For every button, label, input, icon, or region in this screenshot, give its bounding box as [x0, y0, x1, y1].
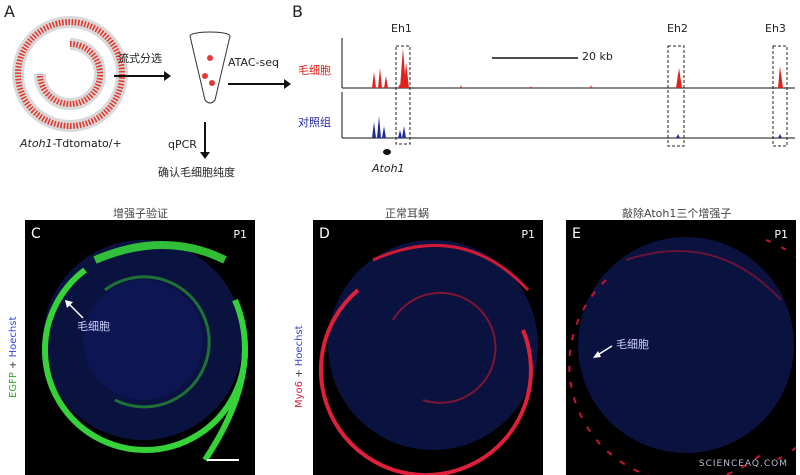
- age-label: P1: [774, 228, 788, 241]
- micrograph-c: C P1 毛细胞: [25, 220, 255, 475]
- panel-e-letter: E: [572, 226, 581, 242]
- atac-label: ATAC-seq: [228, 56, 279, 69]
- arrow-right-icon: [228, 79, 291, 89]
- stain-label-c: EGFP + Hoechst: [8, 316, 19, 398]
- hair-cell-annotation: 毛细胞: [77, 320, 110, 333]
- confirm-purity-label: 确认毛细胞纯度: [158, 166, 235, 179]
- track-label-control: 对照组: [298, 116, 331, 129]
- stain-label-d: Myo6 + Hoechst: [294, 325, 305, 408]
- panel-e-title: 敲除Atoh1三个增强子: [622, 207, 732, 220]
- hair-cell-annotation: 毛细胞: [616, 338, 649, 351]
- atac-seq-tracks: [341, 38, 795, 155]
- panel-d-title: 正常耳蜗: [385, 207, 429, 220]
- panel-d-letter: D: [319, 226, 330, 242]
- track-label-hair-cells: 毛细胞: [298, 64, 331, 77]
- scale-bar: [492, 57, 578, 59]
- arrow-icon: [65, 300, 84, 319]
- panel-c-title: 增强子验证: [113, 207, 168, 220]
- cochlea-egfp-image: [42, 240, 248, 462]
- cochlea-myo6-image: [318, 240, 538, 475]
- cochlea-tdtomato-icon: [12, 16, 128, 132]
- enhancer-label-eh2: Eh2: [667, 22, 688, 35]
- arrow-down-icon: [200, 122, 210, 159]
- panel-b-letter: B: [292, 2, 303, 21]
- genotype-label: Atoh1-Tdtomato/+: [20, 137, 122, 150]
- age-label: P1: [521, 228, 535, 241]
- panel-c-letter: C: [31, 226, 41, 242]
- sort-label: 流式分选: [118, 52, 162, 65]
- arrow-icon: [593, 345, 613, 358]
- cochlea-knockout-image: [568, 237, 796, 475]
- scale-bar-label: 20 kb: [582, 50, 613, 63]
- qpcr-label: qPCR: [168, 138, 197, 151]
- hair-cell-peaks: [372, 48, 783, 88]
- arrow-right-icon: [114, 71, 171, 81]
- micrograph-d: D P1: [313, 220, 543, 475]
- watermark: SCIENCEAQ.COM: [698, 459, 788, 469]
- age-label: P1: [233, 228, 247, 241]
- enhancer-label-eh1: Eh1: [391, 22, 412, 35]
- control-peaks: [372, 116, 782, 138]
- sorting-tube-icon: [189, 31, 231, 104]
- gene-label-atoh1: Atoh1: [372, 162, 405, 175]
- micrograph-e: E P1 毛细胞 SCIENCEAQ.COM: [566, 220, 796, 475]
- enhancer-label-eh3: Eh3: [765, 22, 786, 35]
- panel-a-letter: A: [4, 2, 15, 21]
